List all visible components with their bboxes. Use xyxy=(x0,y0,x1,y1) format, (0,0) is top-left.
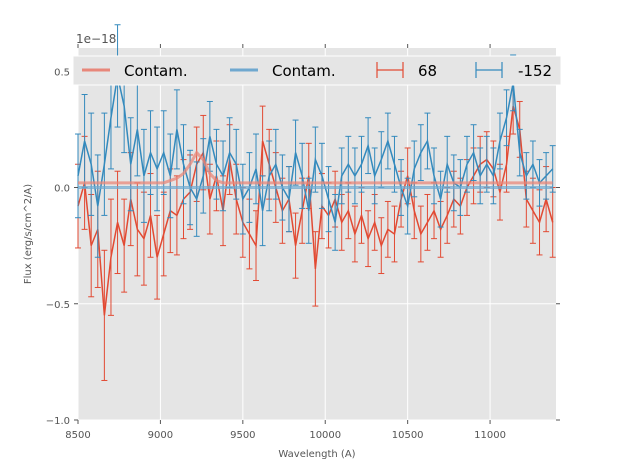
x-tick-label: 9500 xyxy=(230,430,255,441)
x-tick-label: 10000 xyxy=(309,430,341,441)
axis-ticks: 8500 9000 9500 10000 10500 11000 −1.0 −0.5 0.0 0.… xyxy=(46,44,560,441)
legend: Contam. Contam. 68 -152 xyxy=(72,55,562,86)
x-axis-label: Wavelength (A) xyxy=(278,449,355,460)
y-offset-label: 1e−18 xyxy=(76,32,116,46)
plot-background xyxy=(78,48,556,420)
legend-label-contam-blue: Contam. xyxy=(272,62,336,80)
legend-label-contam-red: Contam. xyxy=(124,62,188,80)
legend-swatch-minus152 xyxy=(475,62,503,78)
y-tick-label: −0.5 xyxy=(46,300,70,311)
contam-line xyxy=(78,150,553,185)
y-axis-label: Flux (erg/s/cm^2/A) xyxy=(23,184,34,284)
x-tick-label: 8500 xyxy=(65,430,90,441)
x-tick-label: 10500 xyxy=(392,430,424,441)
series-layer xyxy=(75,24,556,381)
x-tick-label: 11000 xyxy=(474,430,506,441)
y-tick-label: 0.5 xyxy=(54,67,70,78)
x-tick-label: 9000 xyxy=(148,430,173,441)
series-line xyxy=(77,75,554,223)
y-tick-label: 0.0 xyxy=(54,184,70,195)
legend-swatch-68 xyxy=(376,62,404,78)
y-tick-label: −1.0 xyxy=(46,416,70,427)
series-contam-line xyxy=(78,150,553,185)
legend-label-68: 68 xyxy=(418,62,437,80)
legend-label-minus152: -152 xyxy=(518,62,552,80)
